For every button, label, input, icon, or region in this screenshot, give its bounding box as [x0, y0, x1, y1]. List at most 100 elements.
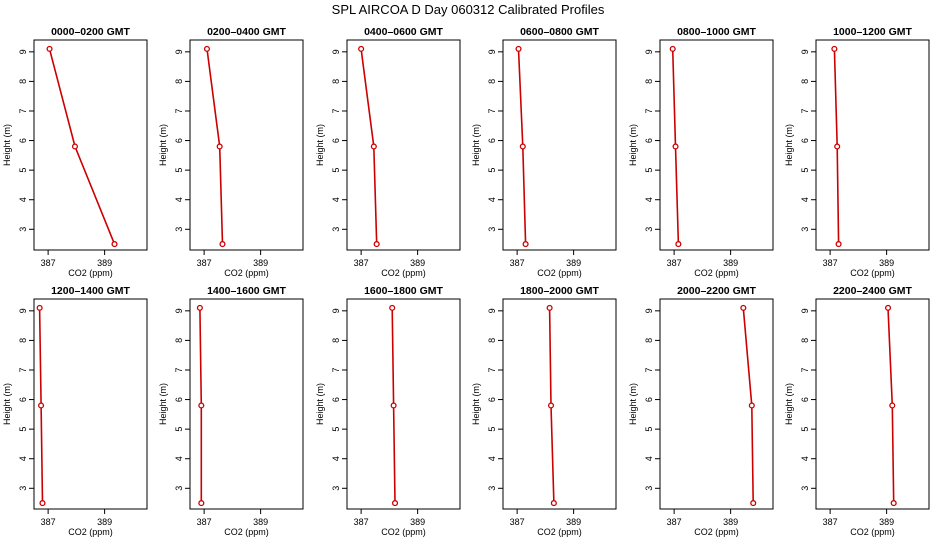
- panel: 1200–1400 GMT 3 4 5 6 7 8 9 Height (m) 387 389CO2 …: [2, 285, 148, 537]
- y-tick-label: 6: [644, 138, 654, 143]
- x-tick-label: 389: [410, 258, 425, 268]
- y-tick-label: 6: [331, 138, 341, 143]
- y-tick-label: 9: [174, 308, 184, 313]
- x-axis-label: CO2 (ppm): [68, 268, 113, 278]
- y-axis-label: Height (m): [315, 124, 325, 166]
- data-point: [36, 304, 43, 311]
- x-tick-label: 389: [879, 258, 894, 268]
- x-tick-label: 389: [566, 517, 581, 527]
- y-tick-label: 7: [174, 108, 184, 113]
- x-tick-label: 387: [197, 258, 212, 268]
- data-point: [546, 304, 553, 311]
- panel: 2000–2200 GMT 3 4 5 6 7 8 9 Height (m) 387 389CO2 …: [628, 285, 774, 537]
- x-tick-label: 387: [41, 258, 56, 268]
- x-axis-label: CO2 (ppm): [224, 268, 269, 278]
- y-axis-label: Height (m): [158, 383, 168, 425]
- panel: 0600–0800 GMT 3 4 5 6 7 8 9 Height (m) 387 389CO2 …: [471, 26, 617, 278]
- data-point: [522, 241, 529, 248]
- data-point: [216, 143, 223, 150]
- y-tick-label: 7: [331, 108, 341, 113]
- y-axis-label: Height (m): [2, 383, 12, 425]
- y-tick-label: 8: [644, 338, 654, 343]
- y-axis-label: Height (m): [628, 383, 638, 425]
- plot-frame: [659, 298, 774, 510]
- x-axis-label: CO2 (ppm): [850, 527, 895, 537]
- panel-title: 2200–2400 GMT: [833, 285, 912, 297]
- plot-frame: [815, 39, 930, 251]
- y-tick-label: 6: [487, 397, 497, 402]
- y-tick-label: 6: [487, 138, 497, 143]
- plot-frame: [33, 298, 148, 510]
- y-tick-label: 7: [18, 367, 28, 372]
- data-point: [884, 304, 892, 311]
- y-tick-label: 3: [174, 486, 184, 491]
- plot-frame: [502, 298, 617, 510]
- x-axis-label: CO2 (ppm): [850, 268, 895, 278]
- y-tick-label: 5: [644, 168, 654, 173]
- x-axis-label: CO2 (ppm): [224, 527, 269, 537]
- data-point: [389, 304, 396, 311]
- x-axis-label: CO2 (ppm): [537, 527, 582, 537]
- x-tick-label: 387: [41, 517, 56, 527]
- x-axis-label: CO2 (ppm): [537, 268, 582, 278]
- y-tick-label: 6: [18, 397, 28, 402]
- panel-title: 1200–1400 GMT: [51, 285, 130, 297]
- x-tick-label: 387: [354, 258, 369, 268]
- y-tick-label: 5: [174, 427, 184, 432]
- x-tick-label: 387: [667, 258, 682, 268]
- y-tick-label: 7: [174, 367, 184, 372]
- data-point: [835, 241, 842, 248]
- x-tick-label: 387: [354, 517, 369, 527]
- data-point: [675, 241, 682, 248]
- panel: 0800–1000 GMT 3 4 5 6 7 8 9 Height (m) 387 389CO2 …: [628, 26, 774, 278]
- x-axis-label: CO2 (ppm): [68, 527, 113, 537]
- x-tick-label: 389: [97, 517, 112, 527]
- data-point: [889, 402, 896, 409]
- plot-frame: [659, 39, 774, 251]
- y-tick-label: 3: [800, 227, 810, 232]
- data-point: [748, 402, 755, 409]
- y-tick-label: 4: [644, 456, 654, 461]
- y-tick-label: 3: [331, 227, 341, 232]
- y-tick-label: 3: [18, 486, 28, 491]
- y-tick-label: 7: [487, 108, 497, 113]
- y-tick-label: 3: [800, 486, 810, 491]
- data-point: [390, 402, 397, 409]
- y-tick-label: 4: [18, 456, 28, 461]
- panel-title: 0800–1000 GMT: [677, 26, 756, 38]
- y-tick-label: 4: [18, 197, 28, 202]
- y-tick-label: 8: [331, 79, 341, 84]
- y-tick-label: 6: [331, 397, 341, 402]
- x-axis-label: CO2 (ppm): [694, 527, 739, 537]
- x-tick-label: 387: [823, 517, 838, 527]
- y-tick-label: 3: [644, 486, 654, 491]
- x-tick-label: 389: [723, 517, 738, 527]
- data-point: [71, 143, 79, 150]
- y-tick-label: 5: [18, 168, 28, 173]
- y-tick-label: 8: [18, 338, 28, 343]
- y-tick-label: 5: [331, 168, 341, 173]
- data-point: [203, 45, 211, 52]
- data-point: [669, 45, 676, 52]
- y-tick-label: 5: [174, 168, 184, 173]
- data-point: [219, 241, 226, 248]
- y-tick-label: 3: [487, 227, 497, 232]
- panel: 0200–0400 GMT 3 4 5 6 7 8 9 Height (m) 387 389CO2 …: [158, 26, 304, 278]
- y-axis-label: Height (m): [471, 124, 481, 166]
- y-tick-label: 3: [331, 486, 341, 491]
- data-point: [46, 45, 53, 52]
- y-axis-label: Height (m): [784, 124, 794, 166]
- y-tick-label: 5: [487, 427, 497, 432]
- y-tick-label: 5: [800, 168, 810, 173]
- profile-line: [48, 48, 116, 245]
- panel-title: 1800–2000 GMT: [520, 285, 599, 297]
- x-axis-label: CO2 (ppm): [381, 527, 426, 537]
- x-tick-label: 387: [667, 517, 682, 527]
- y-tick-label: 3: [174, 227, 184, 232]
- y-axis-label: Height (m): [158, 124, 168, 166]
- data-point: [547, 402, 555, 409]
- panel-title: 1000–1200 GMT: [833, 26, 912, 38]
- data-point: [198, 500, 205, 507]
- y-tick-label: 9: [800, 49, 810, 54]
